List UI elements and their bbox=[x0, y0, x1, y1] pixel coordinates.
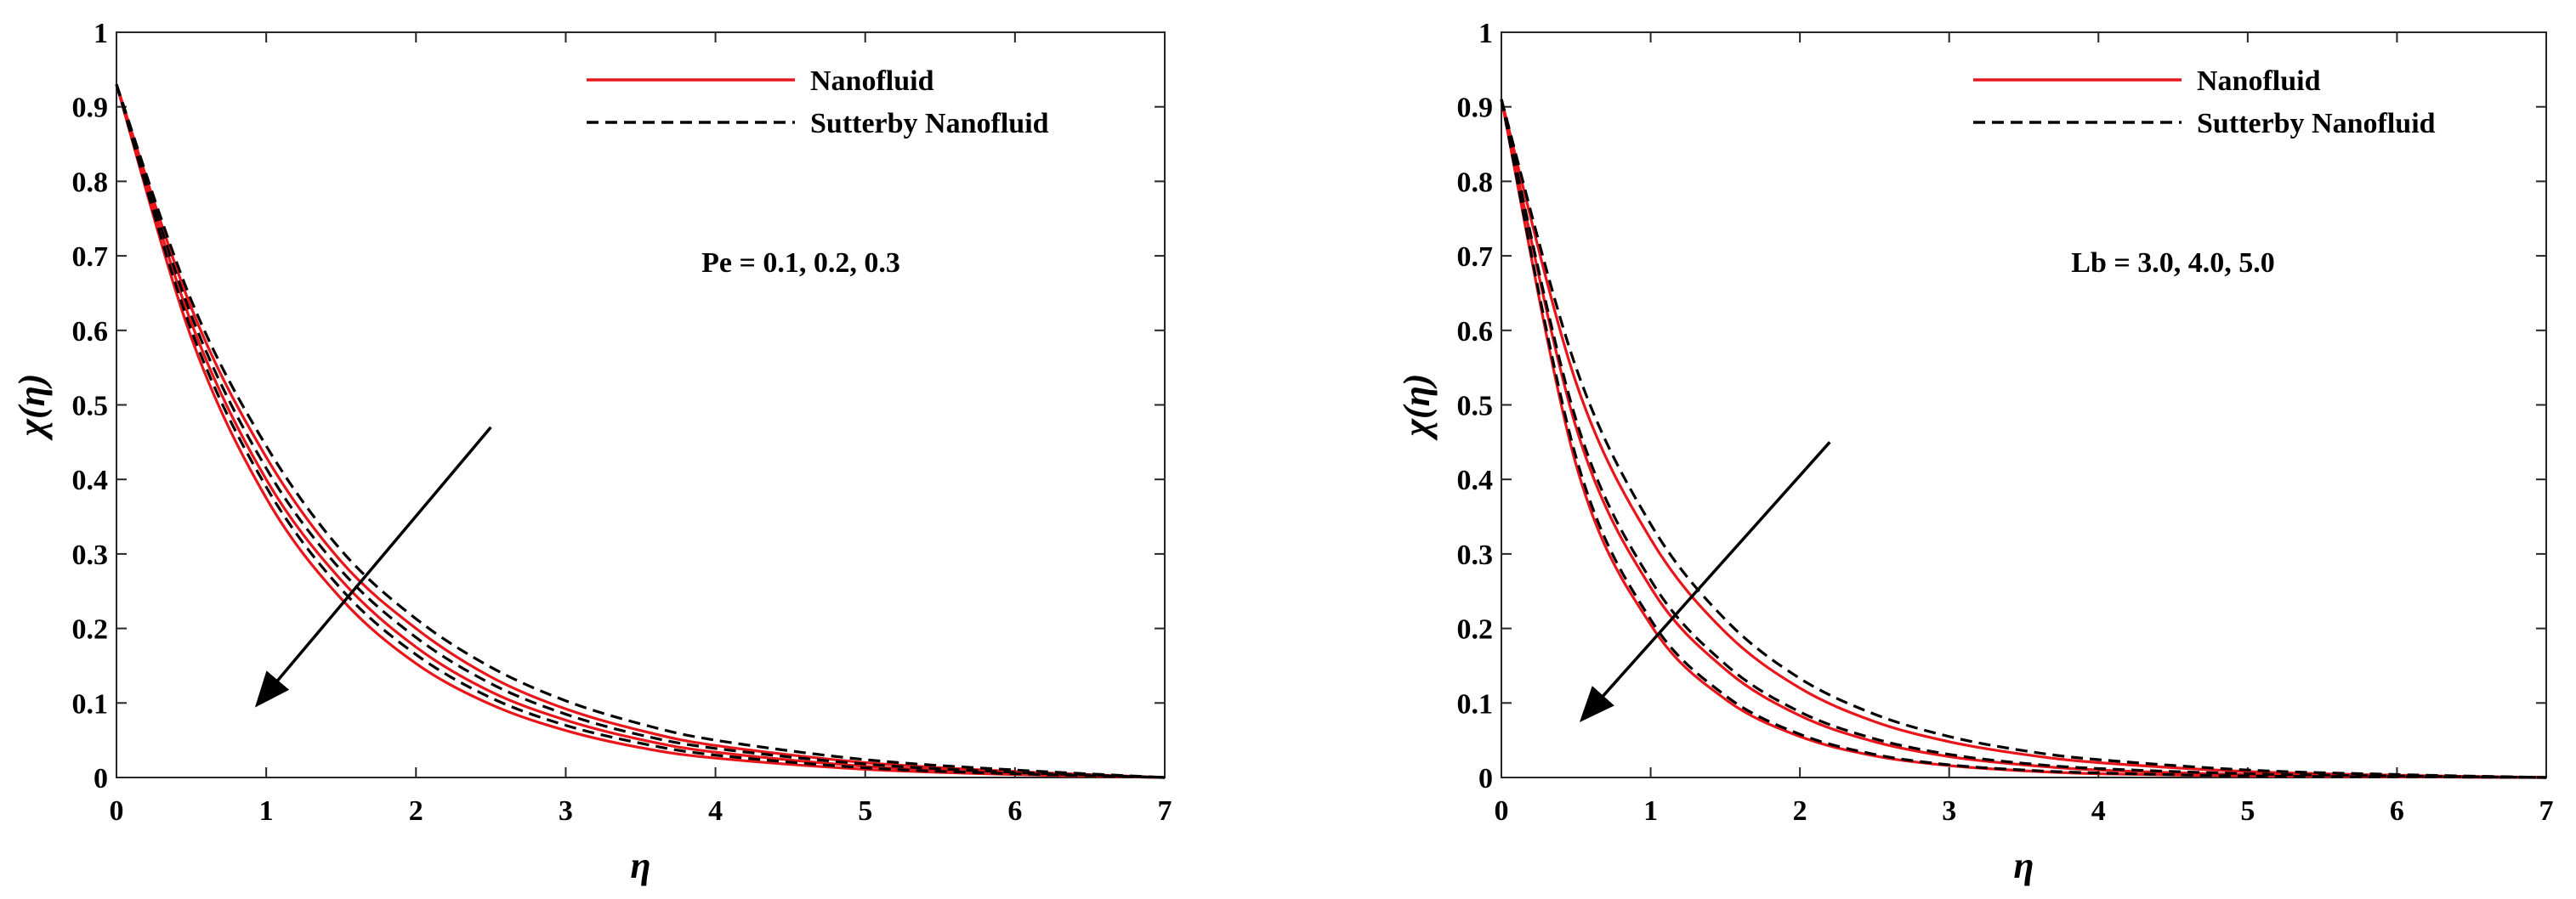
y-tick-label: 0.4 bbox=[1457, 465, 1494, 496]
series-line-nanofluid-1 bbox=[115, 83, 1166, 779]
legend: Nanofluid Sutterby Nanofluid bbox=[587, 65, 1049, 139]
series-line-nanofluid-3 bbox=[1500, 99, 2547, 779]
series-group bbox=[115, 83, 1166, 779]
series-line-sutterby-1 bbox=[1500, 99, 2547, 779]
x-axis-label: η bbox=[2013, 845, 2034, 886]
series-line-sutterby-2 bbox=[1500, 99, 2547, 779]
series-line-nanofluid-1 bbox=[1500, 99, 2547, 779]
series-line-sutterby-3 bbox=[1500, 99, 2547, 779]
y-tick-label: 0.2 bbox=[1457, 614, 1494, 646]
plot-area-frame bbox=[116, 31, 1166, 778]
x-tick-label: 0 bbox=[1495, 795, 1509, 827]
legend-label-sutterby: Sutterby Nanofluid bbox=[2197, 108, 2436, 139]
y-tick-label: 0.1 bbox=[72, 688, 109, 720]
x-tick-label: 4 bbox=[708, 795, 723, 827]
x-tick-label: 6 bbox=[2390, 795, 2404, 827]
x-tick-label: 1 bbox=[1643, 795, 1658, 827]
y-tick-label: 0.7 bbox=[72, 241, 109, 273]
y-tick-label: 0.4 bbox=[72, 465, 109, 496]
legend: Nanofluid Sutterby Nanofluid bbox=[1973, 65, 2436, 139]
y-tick-label: 0.7 bbox=[1457, 241, 1494, 273]
y-axis-label: χ(η) bbox=[11, 374, 53, 442]
y-tick-label: 0 bbox=[1478, 763, 1493, 794]
x-tick-label: 6 bbox=[1007, 795, 1022, 827]
chart-panel-2: 0 1 2 3 4 5 6 7 0 0.1 0.2 0.3 0.4 0.5 0.6 0.7 0.8 0.9 1 η χ(… bbox=[1396, 18, 2554, 886]
y-tick-label: 0.5 bbox=[72, 391, 109, 422]
trend-arrow bbox=[254, 426, 492, 708]
x-tick-label: 4 bbox=[2091, 795, 2106, 827]
y-tick-label: 0.1 bbox=[1457, 688, 1494, 720]
series-group bbox=[1500, 99, 2547, 779]
y-tick-label: 0 bbox=[94, 763, 108, 794]
legend-label-sutterby: Sutterby Nanofluid bbox=[810, 108, 1049, 139]
series-line-nanofluid-2 bbox=[115, 83, 1166, 779]
series-line-sutterby-3 bbox=[115, 83, 1166, 779]
y-tick-label: 0.6 bbox=[72, 316, 109, 348]
series-line-sutterby-2 bbox=[115, 83, 1166, 779]
y-tick-label: 0.3 bbox=[72, 540, 109, 571]
chart-panel-1: 0 1 2 3 4 5 6 7 0 0.1 0.2 0.3 0.4 0.5 0.6 0.7 0.8 0.9 1 η χ(… bbox=[11, 18, 1172, 886]
y-tick-label: 0.6 bbox=[1457, 316, 1494, 348]
parameter-annotation: Pe = 0.1, 0.2, 0.3 bbox=[701, 247, 900, 279]
x-tick-label: 3 bbox=[559, 795, 573, 827]
x-tick-label: 5 bbox=[2240, 795, 2255, 827]
x-tick-label: 1 bbox=[259, 795, 274, 827]
x-tick-label: 7 bbox=[1158, 795, 1172, 827]
x-tick-label: 2 bbox=[409, 795, 423, 827]
y-tick-label: 0.2 bbox=[72, 614, 109, 646]
x-tick-label: 7 bbox=[2539, 795, 2554, 827]
x-tick-label: 2 bbox=[1793, 795, 1807, 827]
y-tick-label: 0.9 bbox=[1457, 93, 1494, 124]
y-tick-label: 0.5 bbox=[1457, 391, 1494, 422]
x-tick-label: 0 bbox=[110, 795, 124, 827]
series-line-sutterby-1 bbox=[115, 83, 1166, 779]
series-line-nanofluid-3 bbox=[115, 83, 1166, 779]
legend-label-nanofluid: Nanofluid bbox=[810, 65, 934, 97]
y-tick-label: 0.8 bbox=[1457, 167, 1494, 198]
y-tick-label: 1 bbox=[94, 18, 108, 49]
legend-label-nanofluid: Nanofluid bbox=[2197, 65, 2321, 97]
trend-arrow bbox=[1579, 441, 1831, 723]
series-line-nanofluid-2 bbox=[1500, 99, 2547, 779]
x-axis-label: η bbox=[630, 845, 650, 886]
y-axis-label: χ(η) bbox=[1396, 374, 1438, 442]
x-tick-label: 3 bbox=[1942, 795, 1956, 827]
y-tick-label: 1 bbox=[1478, 18, 1493, 49]
y-tick-label: 0.3 bbox=[1457, 540, 1494, 571]
x-tick-label: 5 bbox=[858, 795, 872, 827]
parameter-annotation: Lb = 3.0, 4.0, 5.0 bbox=[2071, 247, 2274, 279]
plot-area-frame bbox=[1501, 31, 2547, 778]
y-tick-label: 0.8 bbox=[72, 167, 109, 198]
y-tick-label: 0.9 bbox=[72, 93, 109, 124]
